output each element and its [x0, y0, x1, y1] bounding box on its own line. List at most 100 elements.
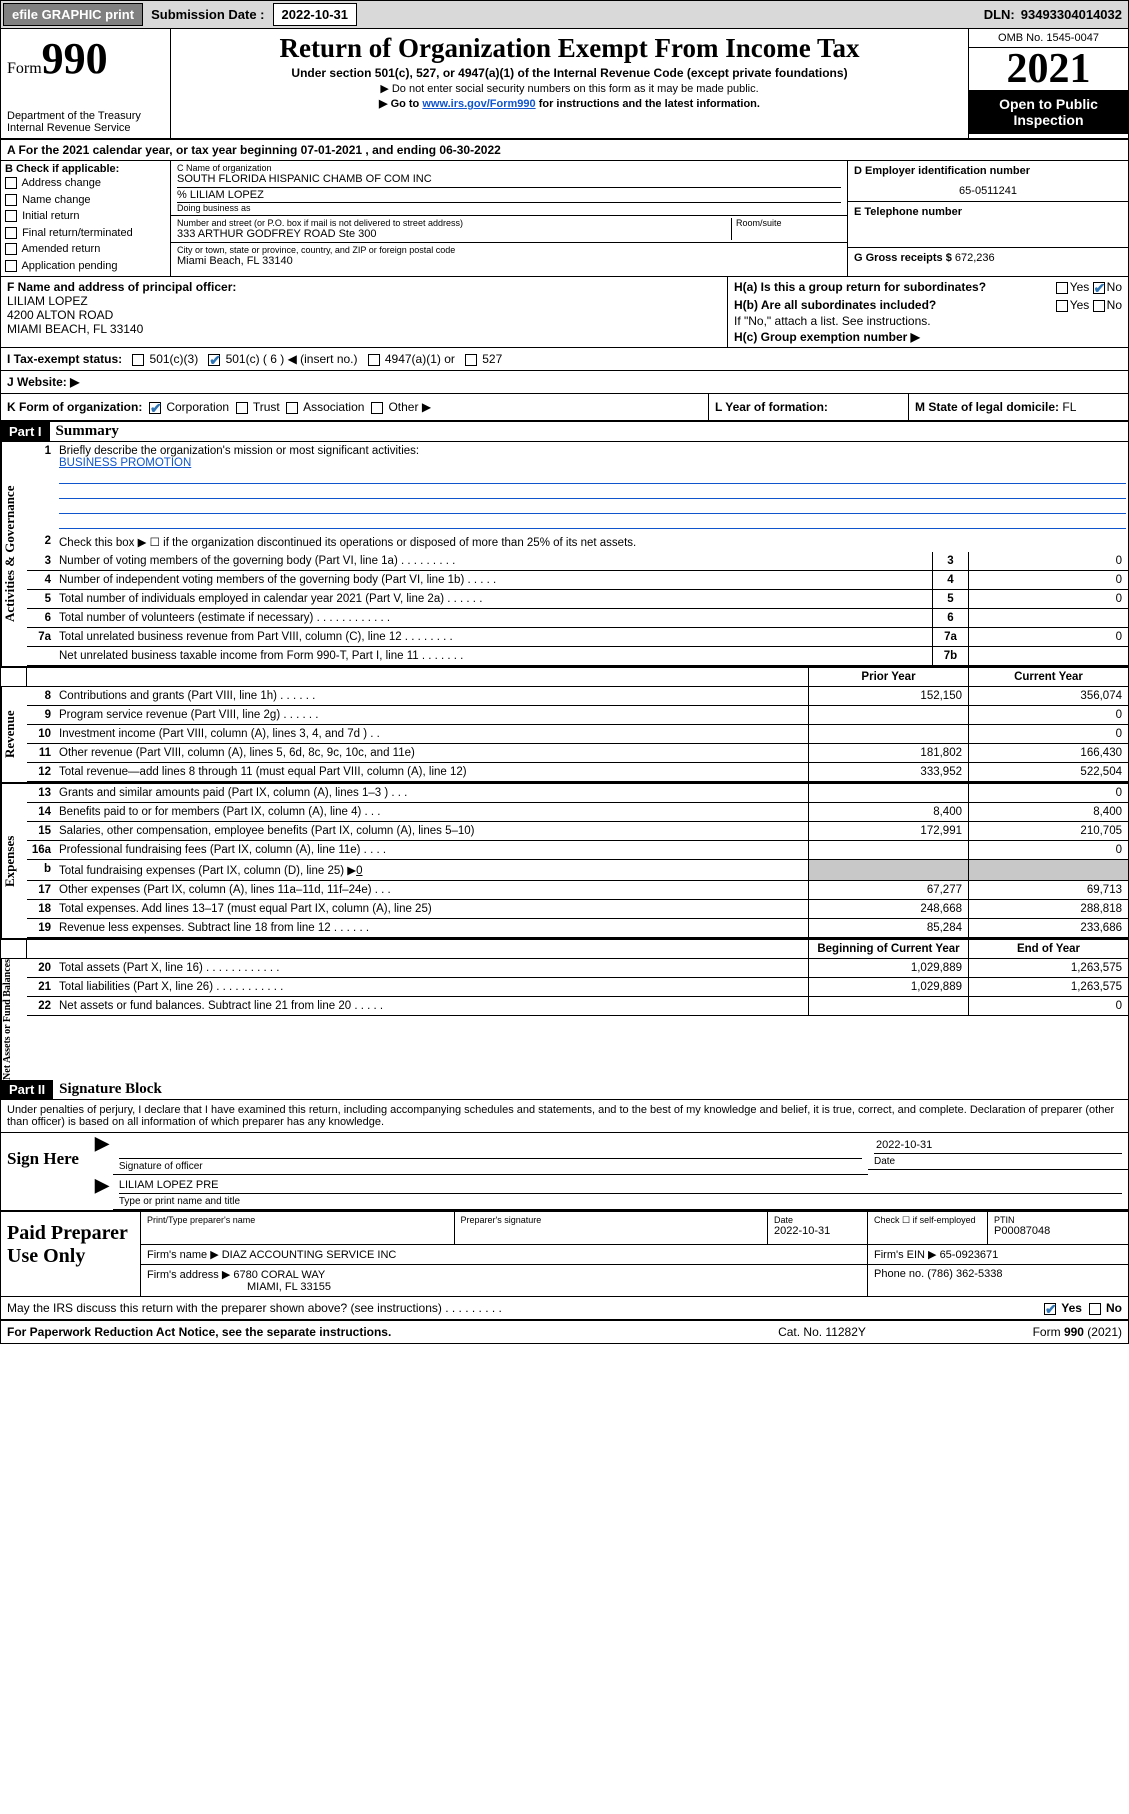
vlabel-governance: Activities & Governance	[1, 442, 27, 666]
firm-addr1: 6780 CORAL WAY	[233, 1269, 325, 1281]
firm-phone: (786) 362-5338	[927, 1268, 1002, 1280]
val-11-prior: 181,802	[808, 744, 968, 762]
dln-label: DLN:	[978, 4, 1021, 25]
officer-sign-name: LILIAM LOPEZ PRE	[113, 1175, 1128, 1191]
efile-print-button[interactable]: efile GRAPHIC print	[3, 3, 143, 26]
val-19-curr: 233,686	[968, 919, 1128, 937]
boy-eoy-header: Beginning of Current Year End of Year	[1, 938, 1128, 959]
paid-preparer-label: Paid Preparer Use Only	[1, 1212, 141, 1296]
val-13-curr: 0	[968, 784, 1128, 802]
sign-here-label: Sign Here	[1, 1133, 91, 1210]
arrow-icon: ▶	[91, 1133, 113, 1175]
cat-number: Cat. No. 11282Y	[722, 1325, 922, 1339]
val-line3: 0	[968, 552, 1128, 570]
val-10-curr: 0	[968, 725, 1128, 743]
val-20-eoy: 1,263,575	[968, 959, 1128, 977]
form-subtitle: Under section 501(c), 527, or 4947(a)(1)…	[179, 66, 960, 80]
submission-date-label: Submission Date :	[145, 4, 270, 25]
firm-ein: 65-0923671	[940, 1249, 999, 1261]
val-17-curr: 69,713	[968, 881, 1128, 899]
prior-current-header: Prior Year Current Year	[1, 666, 1128, 687]
val-12-prior: 333,952	[808, 763, 968, 781]
officer-addr1: 4200 ALTON ROAD	[7, 308, 113, 322]
firm-addr2: MIAMI, FL 33155	[147, 1281, 331, 1293]
ptin-value: P00087048	[994, 1225, 1122, 1237]
expenses-section: Expenses 13Grants and similar amounts pa…	[1, 782, 1128, 938]
val-18-curr: 288,818	[968, 900, 1128, 918]
val-14-curr: 8,400	[968, 803, 1128, 821]
perjury-statement: Under penalties of perjury, I declare th…	[1, 1100, 1128, 1132]
section-fh: F Name and address of principal officer:…	[1, 277, 1128, 348]
val-12-curr: 522,504	[968, 763, 1128, 781]
val-15-curr: 210,705	[968, 822, 1128, 840]
val-16a-curr: 0	[968, 841, 1128, 859]
may-irs-discuss: May the IRS discuss this return with the…	[1, 1296, 1128, 1319]
tax-year: 2021	[969, 48, 1128, 90]
prep-date: 2022-10-31	[774, 1225, 861, 1237]
val-9-curr: 0	[968, 706, 1128, 724]
pra-notice: For Paperwork Reduction Act Notice, see …	[7, 1325, 722, 1339]
page-footer: For Paperwork Reduction Act Notice, see …	[1, 1319, 1128, 1343]
val-line4: 0	[968, 571, 1128, 589]
val-20-boy: 1,029,889	[808, 959, 968, 977]
top-toolbar: efile GRAPHIC print Submission Date : 20…	[0, 0, 1129, 29]
activities-governance-section: Activities & Governance 1 Briefly descri…	[1, 442, 1128, 666]
chk-final-return[interactable]: Final return/terminated	[5, 225, 166, 242]
mission-link[interactable]: BUSINESS PROMOTION	[59, 457, 191, 469]
val-8-prior: 152,150	[808, 687, 968, 705]
chk-name-change[interactable]: Name change	[5, 192, 166, 209]
form-note-2: ▶ Go to www.irs.gov/Form990 for instruct…	[179, 97, 960, 110]
chk-address-change[interactable]: Address change	[5, 175, 166, 192]
val-18-prior: 248,668	[808, 900, 968, 918]
val-19-prior: 85,284	[808, 919, 968, 937]
gross-receipts-label: G Gross receipts $	[854, 252, 955, 264]
signature-block: Under penalties of perjury, I declare th…	[1, 1100, 1128, 1319]
val-17-prior: 67,277	[808, 881, 968, 899]
gross-receipts-value: 672,236	[955, 252, 995, 264]
org-name: SOUTH FLORIDA HISPANIC CHAMB OF COM INC	[177, 173, 841, 185]
section-b-checkboxes: B Check if applicable: Address change Na…	[1, 161, 171, 276]
vlabel-net-assets: Net Assets or Fund Balances	[1, 959, 27, 1080]
val-line5: 0	[968, 590, 1128, 608]
officer-addr2: MIAMI BEACH, FL 33140	[7, 322, 143, 336]
org-city: Miami Beach, FL 33140	[177, 255, 841, 267]
val-21-boy: 1,029,889	[808, 978, 968, 996]
officer-name: LILIAM LOPEZ	[7, 294, 88, 308]
section-klm: K Form of organization: Corporation Trus…	[1, 394, 1128, 422]
part-2-header: Part II Signature Block	[1, 1080, 1128, 1100]
section-bcde: B Check if applicable: Address change Na…	[1, 161, 1128, 277]
form990-link[interactable]: www.irs.gov/Form990	[422, 98, 535, 110]
open-to-public-badge: Open to Public Inspection	[969, 90, 1128, 134]
section-j-website: J Website: ▶	[1, 371, 1128, 394]
form-title: Return of Organization Exempt From Incom…	[179, 33, 960, 64]
paid-preparer-section: Paid Preparer Use Only Print/Type prepar…	[1, 1210, 1128, 1296]
val-line7a: 0	[968, 628, 1128, 646]
vlabel-expenses: Expenses	[1, 784, 27, 938]
chk-initial-return[interactable]: Initial return	[5, 208, 166, 225]
org-street: 333 ARTHUR GODFREY ROAD Ste 300	[177, 228, 731, 240]
section-de: D Employer identification number 65-0511…	[848, 161, 1128, 276]
chk-amended-return[interactable]: Amended return	[5, 241, 166, 258]
form-prefix: Form	[7, 60, 42, 77]
val-22-eoy: 0	[968, 997, 1128, 1015]
val-14-prior: 8,400	[808, 803, 968, 821]
irs-label: Internal Revenue Service	[7, 122, 164, 134]
vlabel-revenue: Revenue	[1, 687, 27, 782]
ein-value: 65-0511241	[854, 177, 1122, 197]
sign-date: 2022-10-31	[868, 1133, 1128, 1151]
section-i-tax-status: I Tax-exempt status: 501(c)(3) 501(c) ( …	[1, 348, 1128, 371]
dept-label: Department of the Treasury	[7, 110, 164, 122]
val-11-curr: 166,430	[968, 744, 1128, 762]
dln-value: 93493304014032	[1021, 7, 1128, 22]
chk-application-pending[interactable]: Application pending	[5, 258, 166, 275]
form-header: Form990 Department of the Treasury Inter…	[1, 29, 1128, 140]
section-c-org-info: C Name of organization SOUTH FLORIDA HIS…	[171, 161, 848, 276]
care-of: % LILIAM LOPEZ	[177, 187, 841, 201]
form-number: 990	[42, 34, 108, 83]
section-a-period: A For the 2021 calendar year, or tax yea…	[1, 140, 1128, 161]
form-note-1: ▶ Do not enter social security numbers o…	[179, 82, 960, 95]
val-21-eoy: 1,263,575	[968, 978, 1128, 996]
net-assets-section: Net Assets or Fund Balances 20Total asse…	[1, 959, 1128, 1080]
state-domicile: FL	[1062, 400, 1076, 414]
revenue-section: Revenue 8Contributions and grants (Part …	[1, 687, 1128, 782]
